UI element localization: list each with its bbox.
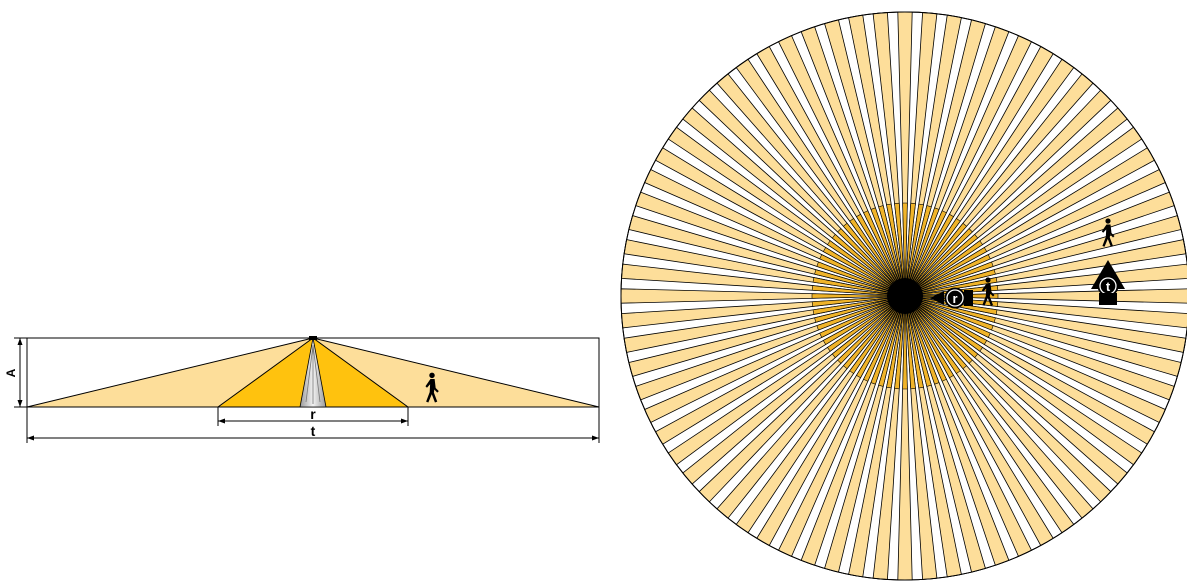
arrow-right-icon	[964, 290, 973, 306]
inner-sector	[814, 269, 906, 297]
inner-sector	[894, 295, 906, 390]
arrow-down-stub	[1099, 293, 1117, 305]
inner-sector	[816, 261, 906, 297]
inner-sector	[904, 228, 973, 297]
inner-sector	[904, 295, 991, 338]
inner-sector	[904, 295, 996, 323]
inner-sector	[822, 247, 906, 297]
inner-sector	[837, 295, 906, 364]
inner-sector	[812, 277, 906, 297]
inner-sector	[904, 213, 954, 297]
inner-sector	[904, 234, 979, 297]
radial-label-top: r	[952, 291, 957, 306]
inner-sector	[822, 295, 906, 345]
inner-sector	[904, 295, 988, 345]
inner-sector	[863, 210, 906, 297]
inner-sector	[870, 207, 906, 297]
inner-sector	[819, 254, 906, 297]
inner-sector	[811, 295, 906, 307]
inner-sector	[904, 295, 940, 385]
inner-sector	[904, 295, 973, 364]
inner-sector	[904, 269, 996, 297]
inner-sector	[904, 205, 932, 297]
outer-sector	[904, 263, 1187, 297]
inner-sector	[902, 295, 908, 390]
inner-sector	[856, 213, 906, 297]
inner-sector	[904, 207, 940, 297]
inner-sector	[878, 205, 906, 297]
inner-sector	[904, 295, 961, 374]
inner-zone-sectors	[811, 202, 999, 390]
inner-sector	[816, 295, 906, 331]
inner-sector	[831, 295, 906, 358]
inner-sector	[843, 222, 906, 297]
inner-sector	[904, 295, 994, 331]
height-label: A	[4, 368, 18, 377]
inner-sector	[814, 295, 906, 323]
inner-sector	[904, 261, 994, 297]
sensor-center	[887, 278, 923, 314]
inner-sector	[863, 295, 906, 382]
inner-sector	[904, 295, 947, 382]
outer-sector	[904, 295, 1187, 329]
inner-sector	[904, 295, 916, 390]
inner-sector	[870, 295, 906, 385]
inner-sector	[819, 295, 906, 338]
inner-sector	[894, 202, 906, 297]
inner-sector	[904, 203, 924, 297]
inner-sector	[831, 234, 906, 297]
inner-sector	[827, 295, 906, 352]
inner-sector	[827, 240, 906, 297]
inner-sector	[904, 240, 983, 297]
inner-sector	[904, 210, 947, 297]
tangential-label-top: t	[1106, 279, 1111, 294]
inner-sector	[904, 295, 967, 370]
inner-sector	[811, 293, 906, 299]
inner-sector	[904, 218, 961, 297]
inner-sector	[812, 295, 906, 315]
inner-sector	[886, 295, 906, 389]
inner-sector	[904, 295, 983, 352]
inner-sector	[904, 247, 988, 297]
inner-sector	[811, 285, 906, 297]
inner-sector	[904, 295, 954, 379]
inner-sector	[904, 295, 932, 387]
inner-sector	[904, 295, 979, 358]
inner-sector	[904, 254, 991, 297]
sensor-side	[309, 336, 317, 340]
inner-sector	[904, 222, 967, 297]
inner-sector	[849, 295, 906, 374]
inner-sector	[843, 295, 906, 370]
inner-sector	[849, 218, 906, 297]
arrow-left-icon	[930, 291, 944, 305]
tangential-label-side: t	[311, 423, 316, 439]
radial-label-side: r	[310, 406, 316, 422]
outer-zone-boundary	[620, 11, 1187, 581]
inner-sector	[904, 202, 916, 297]
side-view: A r t	[4, 336, 600, 443]
inner-sector	[904, 295, 924, 389]
inner-sector	[856, 295, 906, 379]
inner-sector	[878, 295, 906, 387]
inner-sector	[904, 277, 998, 297]
top-view: r t	[620, 11, 1187, 581]
inner-sector	[837, 228, 906, 297]
inner-sector	[902, 202, 908, 297]
inner-sector	[886, 203, 906, 297]
